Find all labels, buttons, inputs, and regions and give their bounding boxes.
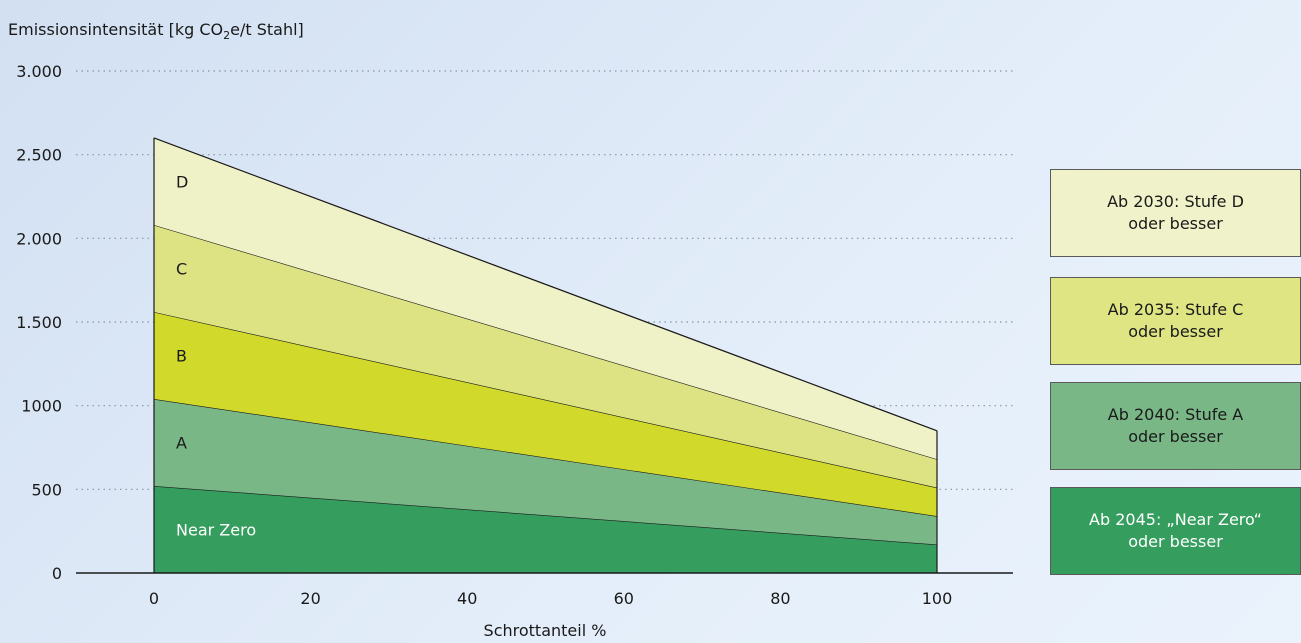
legend-text: Ab 2045: „Near Zero“ oder besser bbox=[1089, 509, 1262, 553]
legend-box: Ab 2040: Stufe A oder besser bbox=[1050, 382, 1301, 470]
y-tick-label: 2.000 bbox=[16, 229, 62, 248]
band-label: Near Zero bbox=[176, 520, 256, 539]
x-tick-label: 0 bbox=[149, 589, 159, 608]
x-tick-label: 100 bbox=[922, 589, 953, 608]
legend-text: Ab 2035: Stufe C oder besser bbox=[1108, 299, 1244, 343]
band-label: D bbox=[176, 172, 188, 191]
band-label: B bbox=[176, 346, 187, 365]
x-tick-label: 80 bbox=[770, 589, 790, 608]
band-near-zero bbox=[154, 485, 937, 573]
legend-line-1: Ab 2030: Stufe D bbox=[1107, 192, 1244, 211]
x-tick-label: 40 bbox=[457, 589, 477, 608]
band-d bbox=[154, 137, 937, 460]
legend-line-2: oder besser bbox=[1128, 214, 1223, 233]
y-tick-label: 1000 bbox=[21, 397, 62, 416]
band-boundary bbox=[153, 137, 938, 432]
band-a bbox=[154, 398, 937, 545]
legend-box: Ab 2035: Stufe C oder besser bbox=[1050, 277, 1301, 365]
y-tick-label: 3.000 bbox=[16, 62, 62, 81]
legend-box: Ab 2045: „Near Zero“ oder besser bbox=[1050, 487, 1301, 575]
legend-line-1: Ab 2035: Stufe C bbox=[1107, 300, 1244, 319]
y-axis-label: Emissionsintensität [kg CO2e/t Stahl] bbox=[8, 20, 304, 42]
y-tick-label: 500 bbox=[31, 480, 62, 499]
legend-box: Ab 2030: Stufe D oder besser bbox=[1050, 169, 1301, 257]
legend-line-2: oder besser bbox=[1128, 427, 1223, 446]
x-tick-label: 20 bbox=[300, 589, 320, 608]
legend-line-2: oder besser bbox=[1128, 532, 1223, 551]
y-tick-label: 0 bbox=[52, 564, 62, 583]
x-tick-label: 60 bbox=[614, 589, 634, 608]
emission-bands: Near Zero A B C D bbox=[153, 137, 938, 573]
y-tick-label: 1.500 bbox=[16, 313, 62, 332]
tick-labels: 0 500 1000 1.500 2.000 2.500 3.000 0 20 40 60 80 100 bbox=[16, 62, 952, 608]
band-c bbox=[154, 224, 937, 488]
legend-text: Ab 2030: Stufe D oder besser bbox=[1107, 191, 1244, 235]
axes bbox=[76, 137, 1013, 574]
band-b bbox=[154, 311, 937, 517]
legend-line-2: oder besser bbox=[1128, 322, 1223, 341]
band-label: A bbox=[176, 433, 187, 452]
legend-text: Ab 2040: Stufe A oder besser bbox=[1108, 404, 1243, 448]
band-boundary bbox=[153, 224, 938, 460]
y-tick-label: 2.500 bbox=[16, 146, 62, 165]
legend-line-1: Ab 2045: „Near Zero“ bbox=[1089, 510, 1262, 529]
x-axis-label: Schrottanteil % bbox=[484, 621, 607, 640]
legend-line-1: Ab 2040: Stufe A bbox=[1107, 405, 1244, 424]
band-label: C bbox=[176, 259, 187, 278]
